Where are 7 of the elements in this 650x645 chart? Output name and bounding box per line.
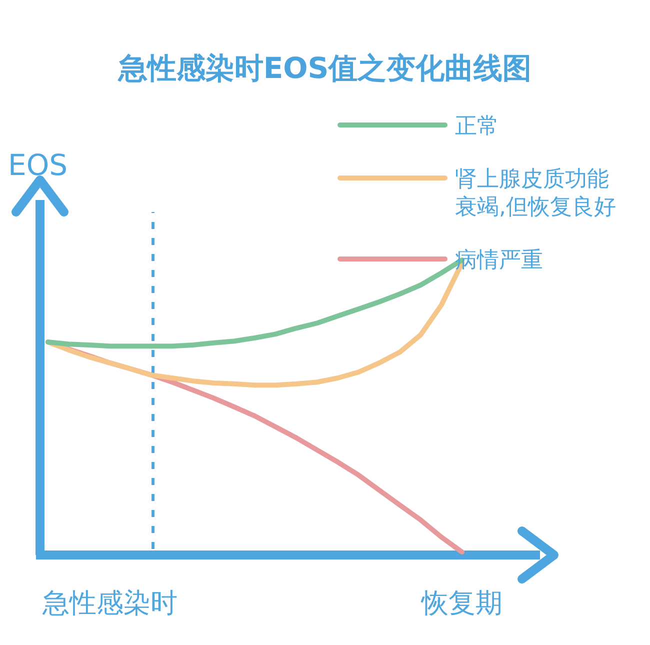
legend-label: 肾上腺皮质功能衰竭,但恢复良好 (455, 167, 616, 220)
legend-label: 病情严重 (455, 248, 543, 273)
legend-label: 正常 (455, 114, 499, 139)
y-axis-title: EOS (8, 148, 68, 182)
x-tick-label: 恢复期 (420, 588, 502, 619)
x-tick-label: 急性感染时 (42, 588, 178, 619)
chart-title: 急性感染时EOS值之变化曲线图 (117, 51, 532, 85)
